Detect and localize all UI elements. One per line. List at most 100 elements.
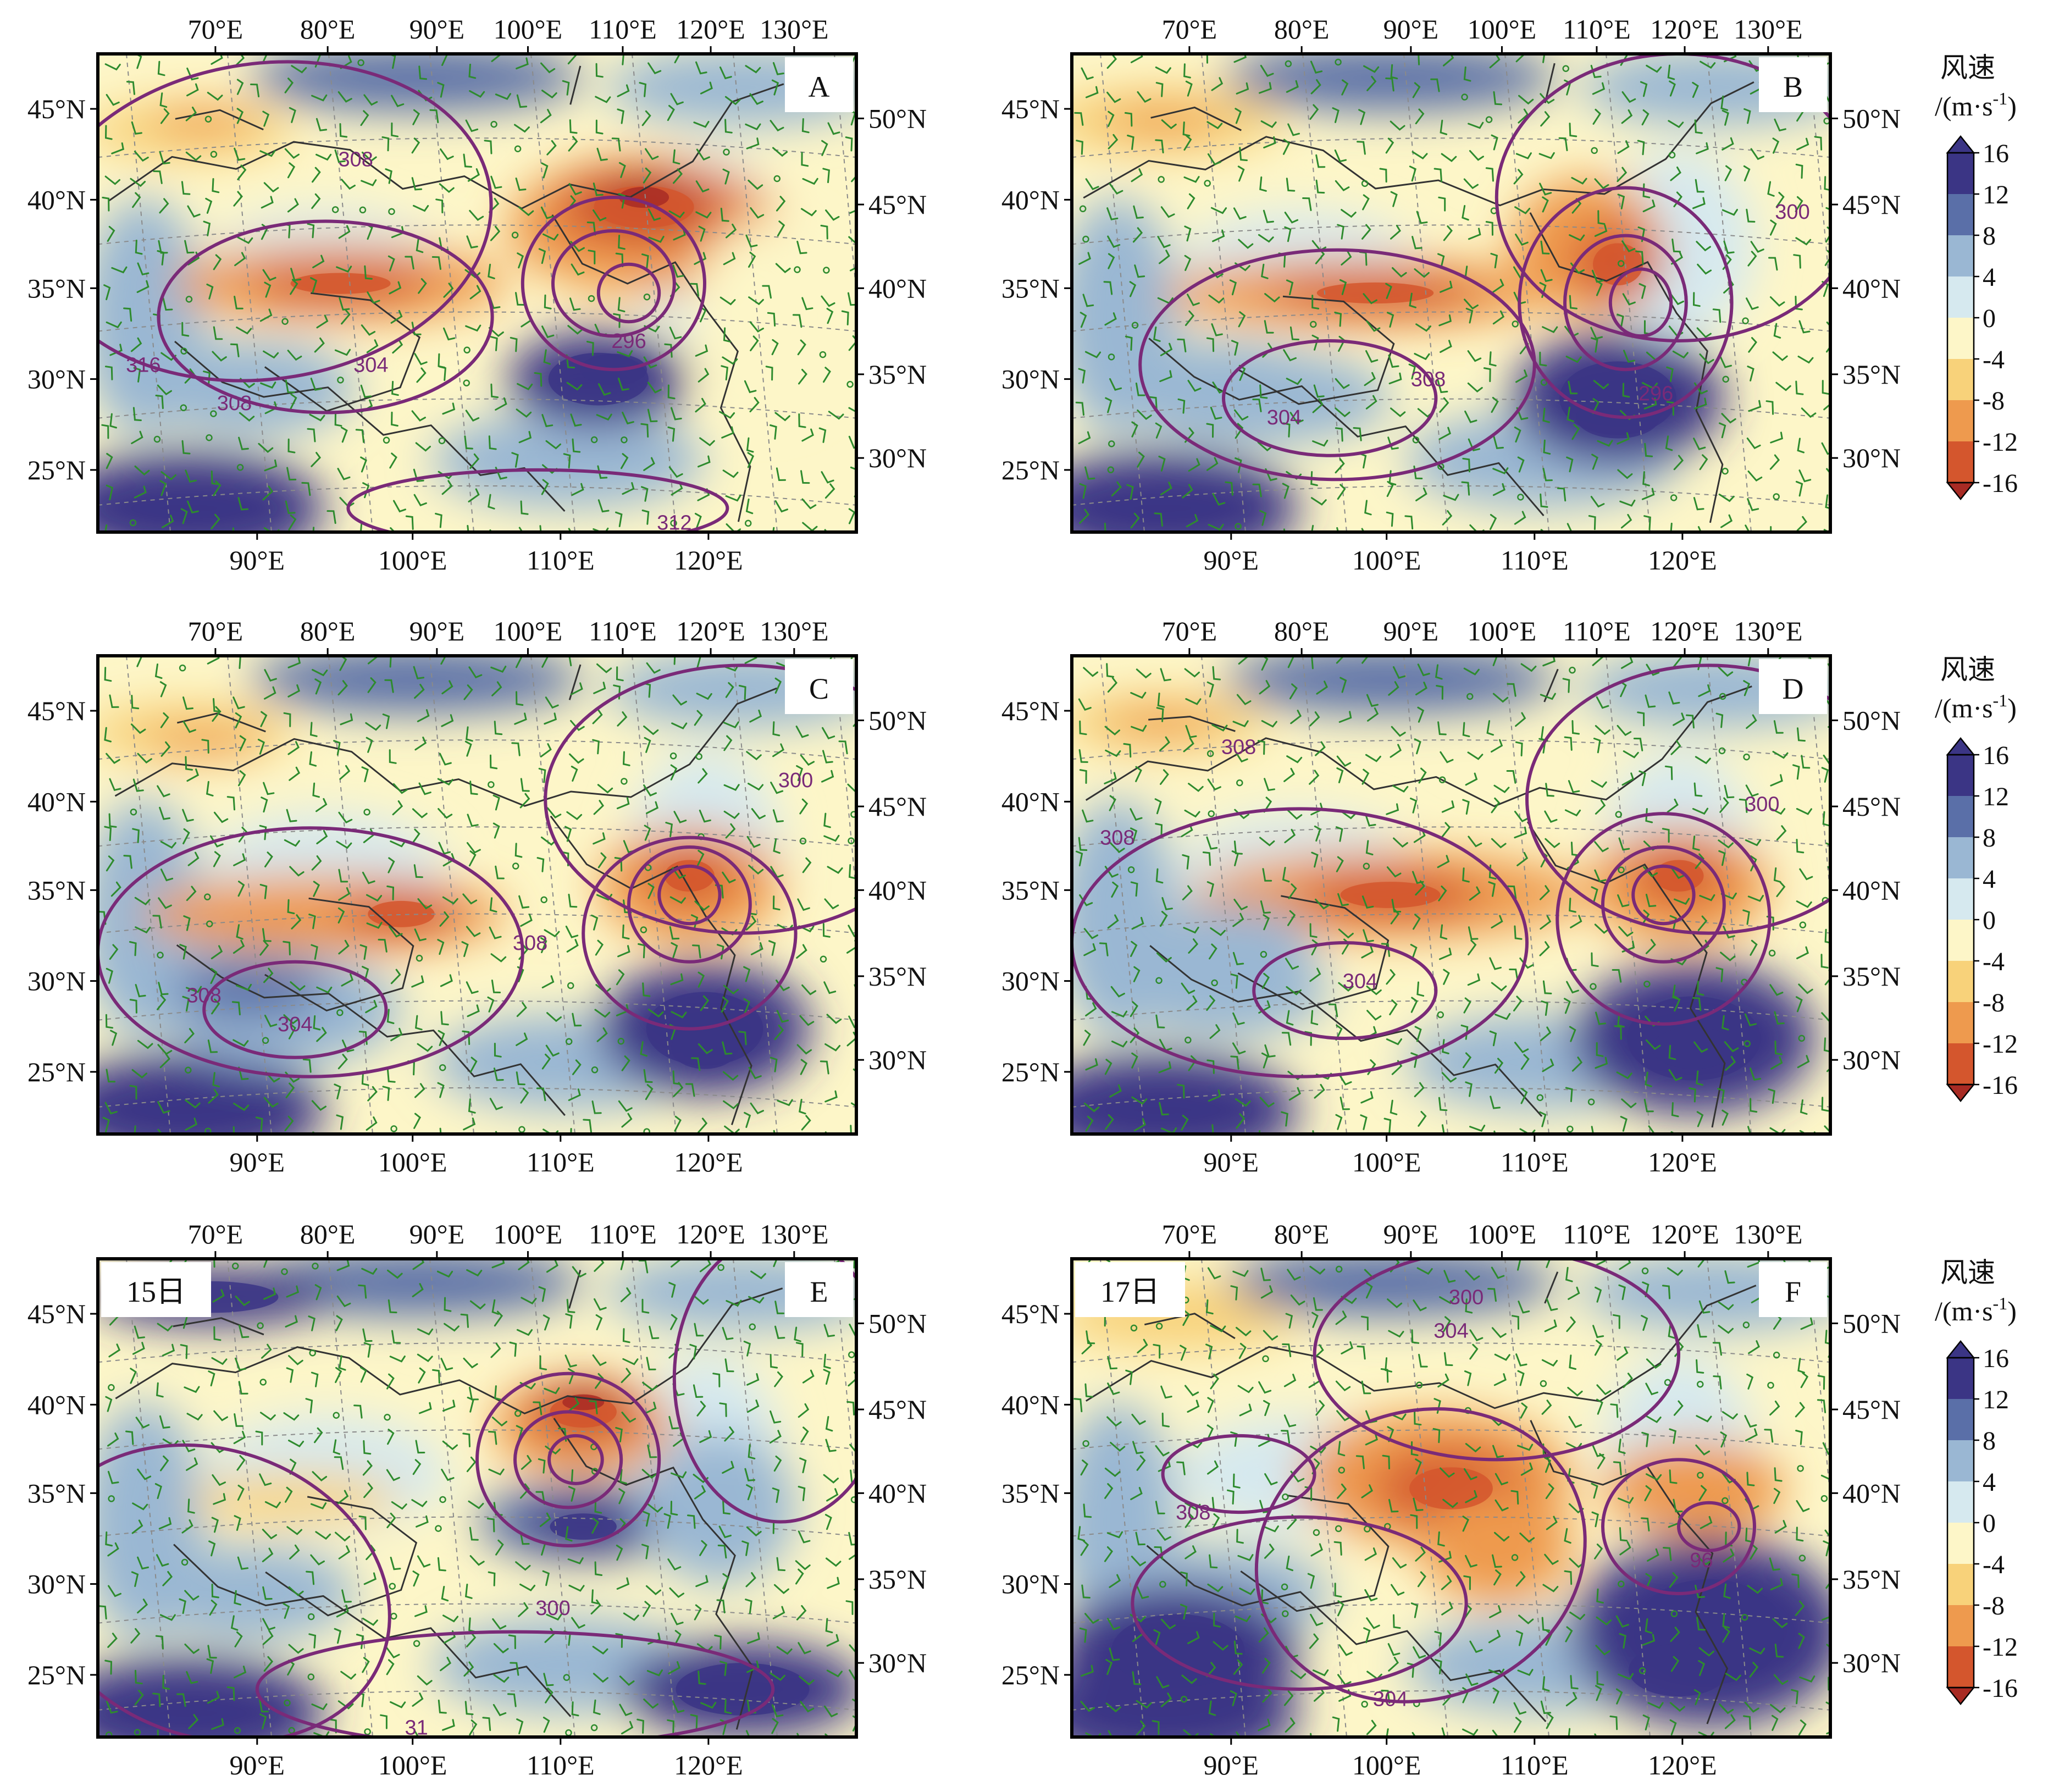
wind-barb [800,1059,808,1075]
top-lon-tick: 90°E [1383,1219,1439,1249]
contour-label-300: 300 [535,1597,570,1620]
wind-barb [1595,1286,1602,1303]
boundary-line [1146,1545,1547,1722]
wind-barb [1492,693,1509,703]
wind-barb [1441,1072,1457,1083]
wind-barb [1413,1497,1424,1512]
colorbar-extend-top [1946,135,1975,154]
boundary-line [1237,295,1395,405]
calm-wind-marker [563,1674,571,1681]
wind-barb [103,284,111,301]
wind-barb [1233,1640,1243,1655]
left-lat-tick: 40°N [27,1389,86,1420]
wind-barb [1156,707,1164,722]
wind-barb [186,1671,198,1684]
wind-barb [1415,682,1427,695]
wind-barb [1288,883,1297,899]
wind-barb [285,500,296,514]
wind-barb [1361,224,1371,240]
panel-letter-box [1759,659,1827,714]
wind-barb [643,784,657,797]
wind-barb [1131,1096,1148,1105]
calm-wind-marker [1155,977,1163,985]
top-lon-tick: 90°E [409,1219,465,1249]
right-lat-tick: 45°N [1842,791,1901,822]
panel-frame [1070,52,1832,534]
wind-barb [306,1570,315,1585]
wind-barb [338,869,348,883]
wind-barb [1822,380,1830,395]
wind-barb [671,1011,687,1019]
wind-barb [823,1369,831,1385]
wind-barb [722,168,730,185]
wind-barb [1160,206,1175,218]
wind-barb [414,1605,428,1617]
wind-barb [488,327,504,338]
top-lon-tick: 120°E [676,616,745,646]
wind-barb [1155,139,1164,153]
wind-barb [467,168,480,182]
wind-barb [1153,326,1161,342]
wind-barb [571,1701,579,1717]
wind-barb [595,1314,603,1331]
top-lon-tick: 90°E [1383,14,1439,45]
top-lon-tick: 130°E [760,616,829,646]
wind-barb [1263,1525,1279,1533]
wind-barb [211,1517,219,1533]
wind-barb [825,1416,833,1432]
wind-barb [746,1373,760,1386]
wind-barb [176,1693,186,1707]
wind-barb [154,663,163,679]
wind-barb [1258,1627,1269,1642]
wind-barb [311,193,321,209]
wind-barb [1697,915,1708,931]
wind-barb [1338,982,1354,992]
colorbar-segment [1947,1523,1974,1564]
wind-barb [1776,881,1786,897]
wind-barb [1664,765,1673,781]
wind-barb [776,196,786,212]
wind-barb [1410,1052,1418,1068]
bottom-lon-tick: 120°E [674,1147,743,1177]
wind-barb [1264,1044,1276,1058]
wind-barb [1206,457,1219,471]
wind-barb [233,1430,246,1445]
wind-barb [1667,1267,1683,1276]
wind-barb [1415,1458,1422,1475]
wind-barb [1570,842,1579,856]
colorbar-segment [1947,235,1974,276]
wind-barb [1793,254,1801,269]
height-contour [1563,234,1688,372]
wind-barb [1796,1500,1810,1512]
wind-barb [487,996,495,1013]
wind-barb [773,1259,778,1268]
wind-barb [1235,108,1242,124]
calm-wind-marker [512,862,519,870]
calm-wind-marker [1335,58,1342,66]
wind-barb [1507,885,1517,899]
wind-barb [1338,928,1354,939]
wind-barb [611,137,621,152]
calm-wind-marker [723,148,730,156]
wind-barb [1365,395,1377,410]
wind-barb [1161,1412,1170,1428]
wind-barb [1693,1041,1708,1053]
date-label-box [101,1262,211,1317]
wind-barb [490,1342,501,1358]
wind-barb [1131,1413,1146,1425]
wind-barb [1669,1428,1676,1444]
colorbar-tick: -16 [1983,469,2018,498]
wind-barb [1546,1713,1554,1729]
wind-barb [338,225,351,239]
wind-barb [1287,1269,1301,1281]
wind-barb [1441,1601,1453,1616]
colorbar-segment [1947,400,1974,441]
wind-barb [464,740,472,757]
wind-barb [643,725,659,735]
wind-barb [564,1354,577,1368]
right-lat-tick: 50°N [868,705,927,735]
wind-barb [1131,917,1144,930]
wind-barb [1495,1473,1508,1486]
wind-barb [1130,827,1138,844]
